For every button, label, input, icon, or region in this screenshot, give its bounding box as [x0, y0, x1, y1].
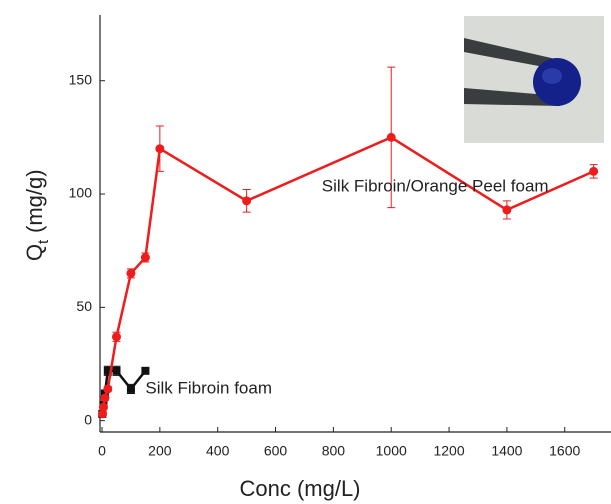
point — [103, 384, 113, 394]
point — [502, 205, 512, 215]
x-tick-label: 800 — [322, 443, 346, 459]
y-label-sub: t — [35, 239, 52, 244]
x-tick-label: 1200 — [433, 443, 464, 459]
series-label: Silk Fibroin foam — [145, 378, 272, 397]
x-tick-label: 0 — [98, 443, 106, 459]
point — [155, 144, 165, 154]
x-axis-label: Conc (mg/L) — [239, 476, 360, 501]
y-label-main: Q — [22, 244, 47, 261]
y-tick-label: 0 — [84, 411, 92, 427]
y-label-unit: (mg/g) — [22, 169, 47, 233]
point — [126, 384, 135, 393]
y-tick-label: 100 — [69, 185, 93, 201]
point — [103, 366, 112, 375]
point — [98, 402, 108, 412]
point — [140, 252, 150, 262]
point — [98, 409, 108, 419]
x-tick-label: 400 — [206, 443, 230, 459]
point — [111, 332, 121, 342]
series-label: Silk Fibroin/Orange Peel foam — [322, 177, 549, 196]
inset-photo — [464, 16, 604, 143]
point — [242, 196, 252, 206]
point — [589, 166, 599, 176]
point — [100, 393, 110, 403]
y-tick-label: 50 — [76, 298, 92, 314]
point — [100, 389, 109, 398]
y-axis-label: Q t (mg/g) — [22, 169, 52, 261]
point — [386, 132, 396, 142]
point — [126, 268, 136, 278]
x-tick-label: 600 — [264, 443, 288, 459]
point — [141, 366, 150, 375]
x-tick-label: 1000 — [376, 443, 407, 459]
x-tick-label: 1400 — [491, 443, 522, 459]
x-tick-label: 1600 — [549, 443, 580, 459]
y-tick-label: 150 — [69, 71, 93, 87]
x-tick-label: 200 — [148, 443, 172, 459]
point — [112, 366, 121, 375]
